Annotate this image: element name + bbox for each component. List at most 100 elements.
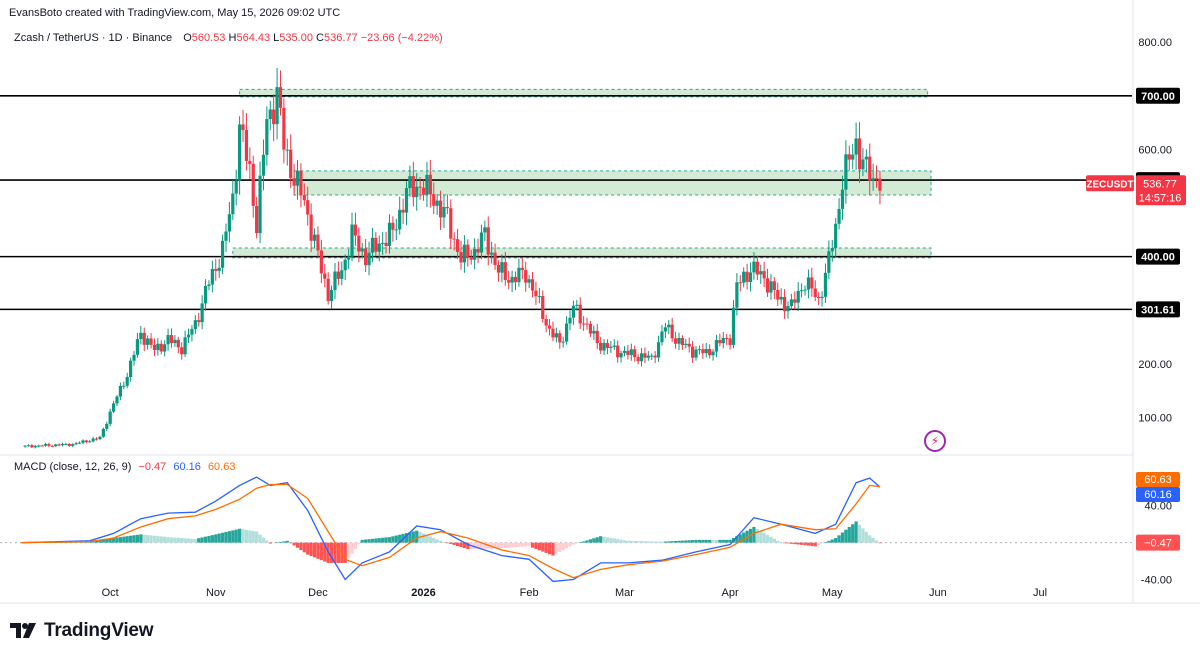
candle-body [513, 276, 518, 283]
macd-hist-bar [874, 540, 879, 543]
candle-body [401, 209, 405, 213]
macd-hist-bar [738, 534, 742, 543]
macd-hist-bar [476, 542, 480, 549]
candle-body [585, 323, 589, 325]
candle-body [827, 251, 831, 273]
macd-hist-bar [507, 542, 511, 548]
macd-hist-bar [367, 539, 371, 543]
macd-hist-bar [803, 542, 807, 546]
candle-body [74, 443, 78, 445]
macd-hist-bar [438, 540, 443, 543]
current-price-label: 536.77 [1143, 178, 1177, 190]
candle-body [265, 119, 269, 155]
macd-hist-bar [183, 538, 187, 543]
macd-hist-bar [227, 531, 232, 543]
candle-body [874, 178, 879, 180]
candle-body [272, 109, 276, 125]
candle-body [704, 348, 708, 354]
macd-hist-bar [295, 542, 300, 548]
macd-hist-bar [459, 542, 463, 548]
candle-body [636, 357, 640, 362]
candle-body [176, 339, 180, 348]
candle-body [319, 250, 323, 274]
macd-hist-bar [564, 542, 569, 549]
candle-body [473, 249, 477, 260]
candle-body [220, 240, 225, 268]
candle-body [878, 178, 882, 191]
macd-hist-bar [193, 538, 197, 543]
candle-body [292, 178, 296, 186]
macd-hist-bar [309, 542, 313, 557]
candle-body [680, 337, 685, 346]
macd-hist-bar [830, 539, 834, 543]
time-tick-2026: 2026 [411, 587, 435, 599]
symbol-name[interactable]: Zcash / TetherUS · 1D · Binance [14, 32, 173, 44]
candle-body [169, 335, 174, 344]
attribution: EvansBoto created with TradingView.com, … [9, 7, 341, 19]
macd-hist-bar [871, 537, 875, 543]
candle-body [289, 149, 293, 179]
macd-hist-bar [667, 541, 671, 543]
candle-body [554, 333, 558, 338]
macd-hist-bar [772, 538, 776, 543]
candle-body [180, 347, 184, 355]
candle-body [234, 180, 238, 194]
candle-body [415, 186, 419, 198]
candle-body [105, 423, 109, 429]
candle-body [851, 154, 855, 160]
time-tick-Oct: Oct [102, 587, 119, 599]
macd-hist-bar [442, 541, 446, 543]
macd-hist-bar [125, 536, 129, 543]
macd-hist-bar [278, 541, 283, 543]
time-tick-May: May [822, 587, 843, 599]
candle-body [217, 267, 221, 271]
low-value: 535.00 [279, 32, 313, 44]
candle-body [479, 232, 484, 253]
candle-body [111, 403, 116, 412]
macd-hist-bar [503, 542, 507, 548]
candle-body [381, 242, 385, 244]
macd-hist-bar [609, 537, 613, 543]
macd-hist-bar [186, 538, 191, 543]
macd-hist-bar [391, 536, 395, 543]
candle-body [496, 264, 501, 273]
macd-line-value: 60.16 [173, 461, 201, 473]
candle-body [156, 343, 160, 351]
candle-body [687, 343, 691, 347]
candle-body [374, 237, 378, 252]
macd-hist-bar [673, 540, 678, 543]
candle-body [466, 244, 470, 258]
macd-hist-bar [333, 542, 337, 563]
candle-body [738, 282, 742, 284]
candle-body [23, 445, 27, 447]
candle-body [755, 261, 759, 275]
flash-icon[interactable]: ⚡ [924, 430, 946, 452]
macd-hist-bar [292, 542, 296, 546]
high-value: 564.43 [236, 32, 271, 44]
macd-hist-bar [687, 540, 691, 543]
time-tick-Apr: Apr [722, 587, 739, 599]
candle-body [541, 296, 545, 320]
candle-body [605, 343, 610, 348]
macd-title[interactable]: MACD (close, 12, 26, 9) [14, 461, 132, 473]
macd-hist-bar [524, 542, 528, 547]
candle-body [646, 355, 650, 358]
macd-hist-bar [782, 542, 787, 544]
candle-body [186, 334, 191, 338]
macd-hist-bar [554, 542, 558, 554]
candle-body [677, 337, 681, 344]
macd-hist-bar [759, 530, 763, 543]
macd-hist-bar [299, 542, 303, 551]
candle-body [721, 337, 725, 344]
macd-hist-bar [91, 541, 95, 543]
macd-hist-bar [156, 536, 160, 543]
macd-hist-bar [129, 535, 133, 543]
candle-body [370, 237, 375, 253]
candle-body [101, 428, 105, 437]
zone-2 [232, 247, 932, 259]
candle-body [656, 342, 661, 358]
candle-body [197, 320, 201, 323]
candle-body [302, 195, 306, 201]
macd-hist-bar [817, 542, 821, 545]
